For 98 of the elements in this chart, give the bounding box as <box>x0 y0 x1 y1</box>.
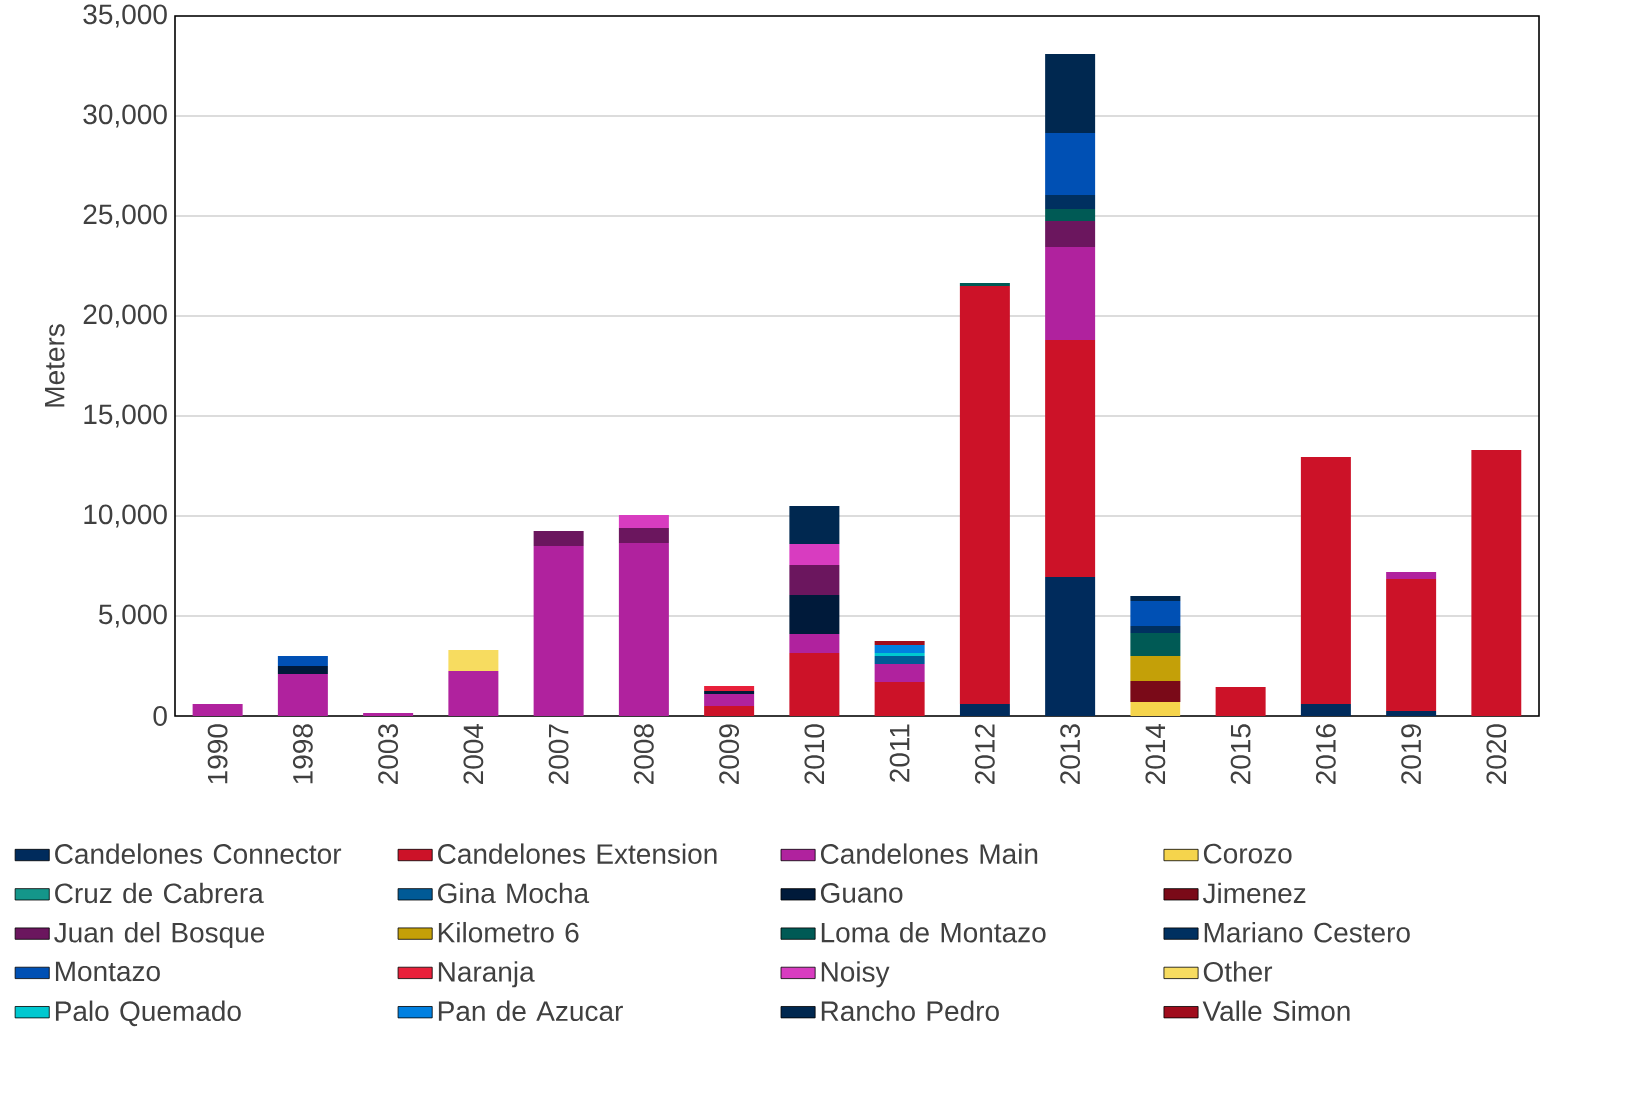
bar <box>1215 686 1266 716</box>
x-tick-label: 2016 <box>1315 724 1336 784</box>
bar <box>704 693 755 706</box>
legend-label: Valle Simon <box>1202 1000 1350 1022</box>
bar <box>1045 194 1096 209</box>
bar <box>1130 701 1181 716</box>
bar <box>959 703 1010 716</box>
bar <box>874 640 925 645</box>
x-tick-label: 1998 <box>292 724 313 784</box>
x-tick-label: 1990 <box>207 724 228 784</box>
bar <box>1130 625 1181 633</box>
bar <box>1300 703 1351 716</box>
legend-label: Cruz de Cabrera <box>55 882 264 904</box>
legend-label: Candelones Connector <box>55 843 342 864</box>
x-tick-label: 2020 <box>1486 724 1507 784</box>
x-tick-label: 2011 <box>889 724 910 782</box>
bar <box>704 705 755 716</box>
bar <box>533 530 584 546</box>
bar <box>959 285 1010 704</box>
legend-label: Candelones Main <box>820 843 1038 864</box>
y-tick-label: 10,000 <box>84 504 167 528</box>
bar <box>1045 339 1096 577</box>
legend-label: Pan de Azucar <box>438 1000 623 1022</box>
bar <box>874 655 925 664</box>
x-tick-label: 2012 <box>974 724 995 784</box>
bar <box>1045 53 1096 133</box>
legend-label: Palo Quemado <box>55 1000 241 1027</box>
bar <box>277 673 328 716</box>
bar <box>1471 449 1522 716</box>
y-tick-label: 25,000 <box>83 204 167 228</box>
bar <box>789 652 840 716</box>
legend-label: Gina Mocha <box>438 882 590 904</box>
bar <box>1130 600 1181 626</box>
y-tick-label: 15,000 <box>84 404 167 428</box>
legend-label: Kilometro 6 <box>438 921 579 943</box>
bar <box>704 690 755 694</box>
y-tick-label: 0 <box>153 706 167 726</box>
legend-label: Naranja <box>438 961 535 988</box>
legend-label: Juan del Bosque <box>54 921 265 949</box>
bar <box>704 685 755 691</box>
x-tick-label: 2010 <box>804 724 825 784</box>
bar <box>1386 710 1437 716</box>
x-tick-label: 2007 <box>548 724 569 784</box>
legend-label: Rancho Pedro <box>821 1000 999 1022</box>
x-tick-label: 2003 <box>378 724 399 784</box>
x-tick-label: 2004 <box>463 723 484 784</box>
x-tick-label: 2013 <box>1060 724 1081 784</box>
y-axis-title: Meters <box>45 324 65 407</box>
bar <box>874 663 925 682</box>
bar <box>789 594 840 634</box>
bar <box>1130 655 1181 681</box>
bar <box>874 652 925 656</box>
bar <box>789 505 840 544</box>
bar <box>618 527 669 543</box>
legend-label: Candelones Extension <box>438 843 717 864</box>
bar <box>618 542 669 716</box>
y-tick-label: 35,000 <box>83 4 167 28</box>
bar <box>789 564 840 595</box>
bar <box>1045 220 1096 247</box>
legend-label: Corozo <box>1203 843 1292 864</box>
bar <box>448 649 499 671</box>
legend-label: Noisy <box>821 961 890 988</box>
legend-label: Other <box>1203 961 1273 982</box>
y-tick-label: 20,000 <box>83 304 167 328</box>
bar <box>277 665 328 674</box>
y-tick-label: 5,000 <box>98 604 167 628</box>
bar <box>1130 632 1181 656</box>
bar <box>277 655 328 666</box>
bar <box>192 703 243 716</box>
bar <box>1045 246 1096 340</box>
bar <box>1045 208 1096 221</box>
x-tick-label: 2009 <box>719 724 740 784</box>
bar <box>1130 595 1181 601</box>
bar <box>1386 571 1437 579</box>
bar <box>533 545 584 716</box>
legend-label: Montazo <box>55 961 160 982</box>
bar <box>789 633 840 653</box>
bar <box>1045 132 1096 195</box>
x-tick-label: 2008 <box>633 724 654 784</box>
bar <box>789 543 840 565</box>
bar <box>1300 456 1351 704</box>
x-tick-label: 2014 <box>1145 723 1166 784</box>
x-tick-label: 2019 <box>1401 724 1422 784</box>
bar <box>874 644 925 653</box>
x-tick-label: 2015 <box>1230 724 1251 784</box>
legend-label: Jimenez <box>1202 882 1306 904</box>
bar <box>1045 576 1096 716</box>
bar <box>1386 578 1437 711</box>
legend-label: Loma de Montazo <box>821 921 1046 943</box>
bar <box>448 670 499 716</box>
bar <box>874 681 925 716</box>
bar <box>618 514 669 528</box>
y-tick-label: 30,000 <box>83 104 167 128</box>
legend-label: Guano <box>820 883 903 903</box>
bar <box>1130 680 1181 702</box>
bar <box>363 712 414 716</box>
bar <box>959 282 1010 286</box>
legend-label: Mariano Cestero <box>1204 921 1410 943</box>
